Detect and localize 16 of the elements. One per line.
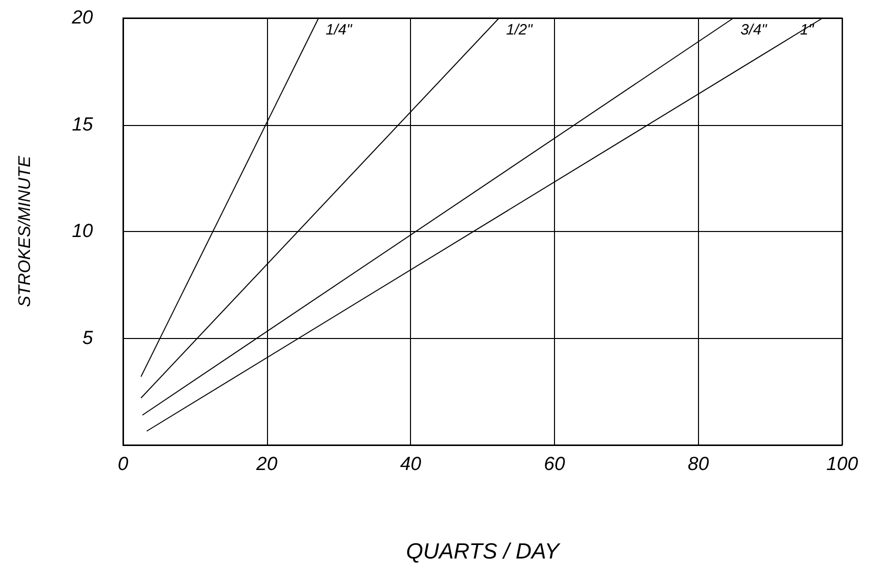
y-axis-title: STROKES/MINUTE: [15, 155, 34, 308]
x-tick-label: 80: [688, 454, 710, 475]
y-tick-label: 5: [82, 328, 94, 349]
x-tick-label: 0: [118, 454, 129, 475]
x-axis-title: QUARTS / DAY: [406, 538, 561, 564]
y-tick-label: 20: [70, 8, 94, 28]
series-label: 1": [800, 22, 814, 38]
series-label: 1/4": [326, 22, 352, 38]
series-label: 3/4": [740, 22, 768, 38]
x-tick-label: 100: [826, 454, 858, 475]
x-tick-label: 40: [400, 454, 422, 475]
series-label: 1/2": [506, 22, 533, 38]
y-tick-label: 10: [72, 221, 94, 242]
x-tick-label: 20: [255, 454, 278, 475]
y-tick-label: 15: [72, 114, 94, 136]
x-tick-label: 60: [544, 454, 566, 475]
